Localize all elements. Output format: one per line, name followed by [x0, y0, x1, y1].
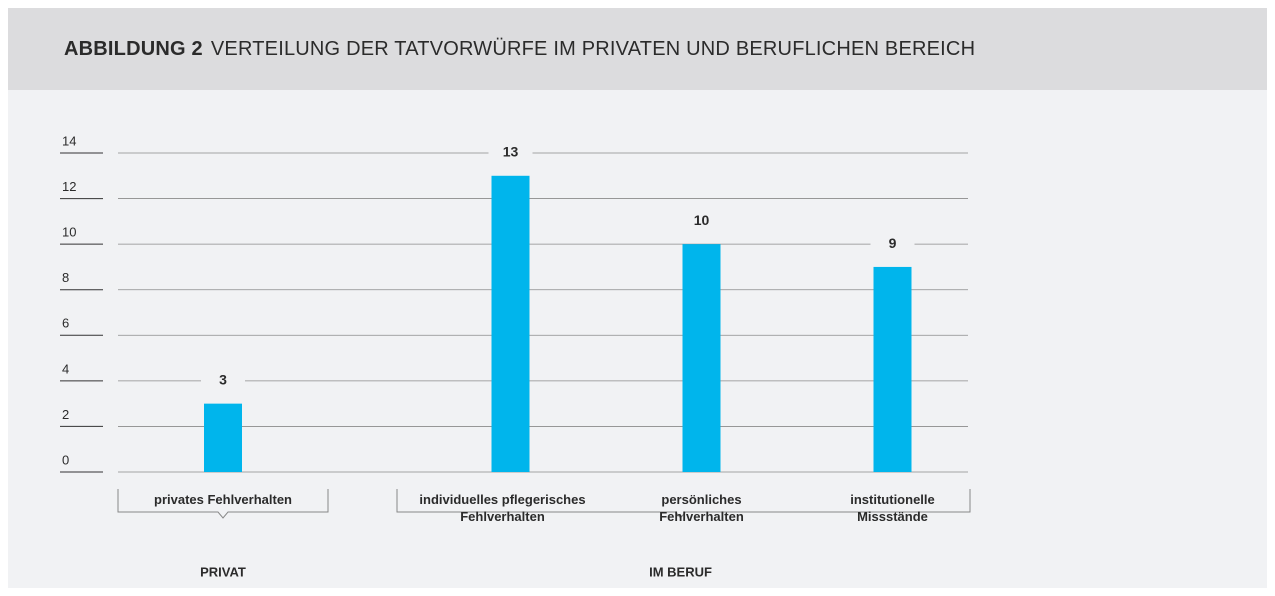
x-tick-label: persönliches Fehlverhalten — [659, 492, 744, 524]
group-label: IM BERUF — [649, 564, 712, 579]
bar — [873, 266, 912, 472]
value-label: 10 — [694, 212, 710, 228]
value-label-bg — [870, 234, 915, 255]
x-tick-label: individuelles pflegerisches Fehlverhalte… — [419, 492, 586, 524]
x-tick-label: institutionelle Missstände — [850, 492, 935, 524]
value-label-bg — [679, 211, 724, 232]
chart-panel — [8, 8, 1267, 588]
value-label-bg — [201, 370, 245, 391]
y-tick-label: 6 — [62, 316, 69, 331]
value-label: 9 — [889, 235, 897, 251]
group-bracket — [396, 489, 971, 519]
group-label: PRIVAT — [200, 564, 246, 579]
bar — [682, 244, 721, 472]
y-tick-label: 14 — [62, 133, 76, 148]
value-label-bg — [488, 143, 533, 163]
y-tick-label: 10 — [62, 225, 76, 240]
bar — [491, 175, 530, 473]
y-tick-label: 2 — [62, 407, 69, 422]
figure-label: ABBILDUNG 2 — [64, 38, 203, 60]
bar — [204, 403, 242, 472]
y-tick-label: 8 — [62, 270, 69, 285]
y-tick-label: 0 — [62, 452, 69, 467]
y-tick-label: 12 — [62, 179, 76, 194]
x-tick-label: privates Fehlverhalten — [154, 492, 292, 507]
title-text: VERTEILUNG DER TATVORWÜRFE IM PRIVATEN U… — [210, 38, 976, 60]
chart-title: ABBILDUNG 2 VERTEILUNG DER TATVORWÜRFE IM… — [64, 38, 975, 61]
value-label: 3 — [219, 372, 227, 388]
value-label: 13 — [503, 144, 519, 160]
header — [8, 8, 1267, 90]
y-tick-label: 4 — [62, 361, 69, 376]
group-bracket — [117, 489, 329, 519]
